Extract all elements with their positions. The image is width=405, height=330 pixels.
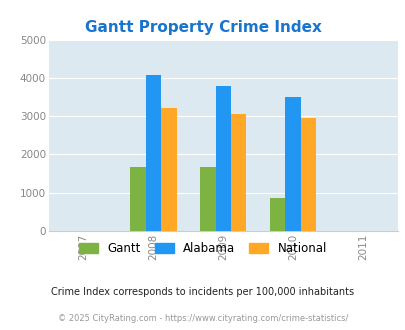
Bar bbox=[130, 167, 145, 231]
Text: Crime Index corresponds to incidents per 100,000 inhabitants: Crime Index corresponds to incidents per… bbox=[51, 287, 354, 297]
Bar bbox=[285, 97, 300, 231]
Bar bbox=[215, 86, 230, 231]
Bar bbox=[300, 118, 315, 231]
Bar bbox=[145, 75, 161, 231]
Text: © 2025 CityRating.com - https://www.cityrating.com/crime-statistics/: © 2025 CityRating.com - https://www.city… bbox=[58, 314, 347, 323]
Bar bbox=[230, 114, 246, 231]
Legend: Gantt, Alabama, National: Gantt, Alabama, National bbox=[74, 237, 331, 260]
Bar bbox=[269, 198, 285, 231]
Bar bbox=[161, 108, 176, 231]
Bar bbox=[200, 167, 215, 231]
Text: Gantt Property Crime Index: Gantt Property Crime Index bbox=[84, 20, 321, 35]
